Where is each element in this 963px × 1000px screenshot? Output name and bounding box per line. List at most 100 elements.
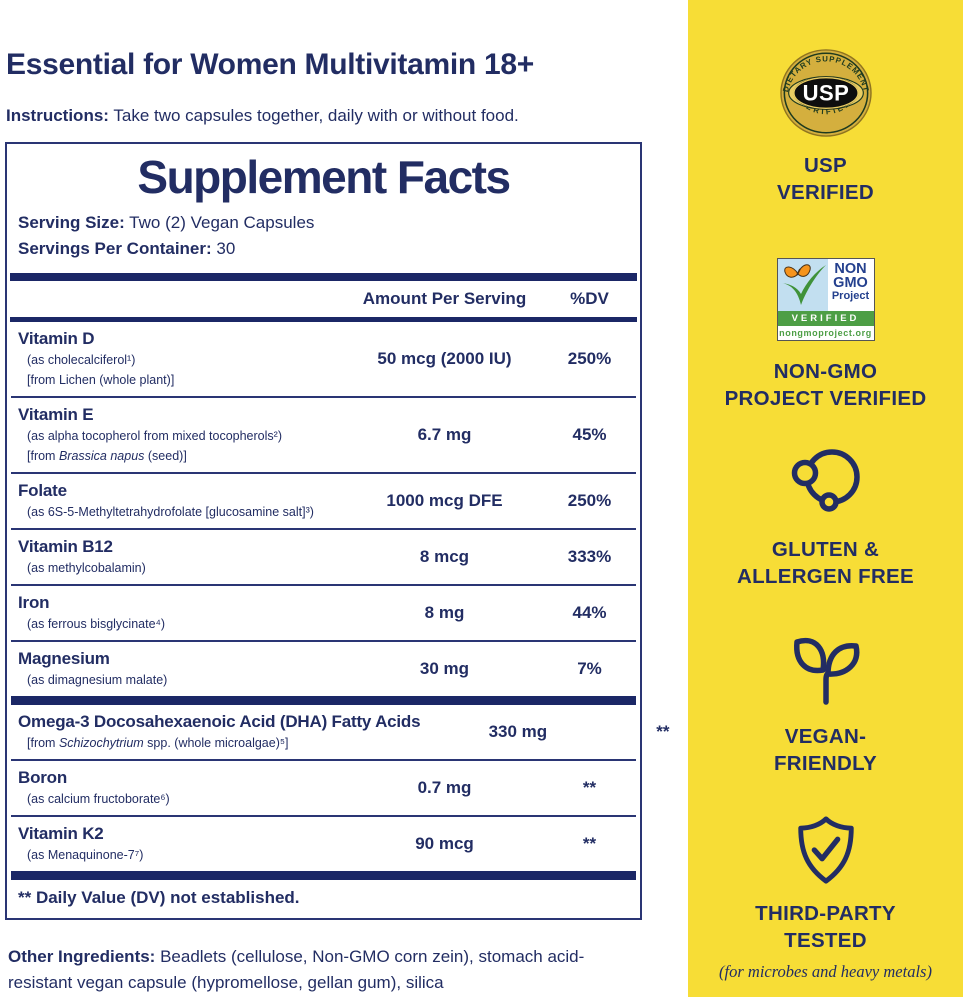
ingredient-amount: 50 mcg (2000 IU) bbox=[377, 348, 512, 368]
ingredient-name: Vitamin D bbox=[18, 329, 95, 348]
divider-bar bbox=[11, 696, 636, 705]
ingredient-amount: 90 mcg bbox=[415, 833, 474, 853]
divider-bar bbox=[11, 759, 636, 761]
ingredient-name: Vitamin E bbox=[18, 405, 94, 424]
ingredient-source: [from Schizochytrium spp. (whole microal… bbox=[27, 736, 289, 750]
supplement-row: Magnesium (as dimagnesium malate) 30 mg 7% bbox=[10, 642, 637, 696]
ingredient-name-cell: Folate (as 6S-5-Methyltetrahydrofolate [g… bbox=[18, 480, 347, 521]
supplement-row: Omega-3 Docosahexaenoic Acid (DHA) Fatty… bbox=[10, 705, 669, 759]
divider-bar bbox=[11, 584, 636, 586]
servings-per-container-line: Servings Per Container: 30 bbox=[18, 236, 637, 262]
divider-bar bbox=[11, 528, 636, 530]
ingredient-name-cell: Vitamin D (as cholecalciferol¹) [from Lich… bbox=[18, 328, 347, 389]
ingredient-amount: 330 mg bbox=[488, 721, 548, 741]
servings-per-container-label: Servings Per Container: bbox=[18, 239, 212, 258]
supplement-facts-panel: Supplement Facts Serving Size: Two (2) V… bbox=[5, 142, 669, 920]
non-gmo-line1: NON bbox=[834, 261, 867, 277]
vegan-label-line2: FRIENDLY bbox=[773, 752, 878, 775]
ingredient-name-cell: Omega-3 Docosahexaenoic Acid (DHA) Fatty… bbox=[18, 711, 421, 752]
gluten-label-line1: GLUTEN & bbox=[771, 538, 880, 561]
ingredient-source: (as dimagnesium malate) bbox=[27, 673, 168, 687]
ingredient-dv: 44% bbox=[572, 602, 607, 622]
tested-label-line1: THIRD-PARTY bbox=[755, 902, 896, 925]
ingredient-amount: 6.7 mg bbox=[417, 424, 472, 444]
ingredient-source: (as methylcobalamin) bbox=[27, 561, 146, 575]
non-gmo-verified-band: VERIFIED bbox=[777, 311, 874, 326]
serving-size-line: Serving Size: Two (2) Vegan Capsules bbox=[18, 210, 637, 236]
instructions-text: Take two capsules together, daily with o… bbox=[108, 106, 519, 125]
non-gmo-badge-text: NON GMO Project bbox=[827, 259, 874, 311]
serving-size-label: Serving Size: bbox=[18, 213, 125, 232]
ingredient-dv: 250% bbox=[567, 348, 612, 368]
divider-bar bbox=[11, 871, 636, 880]
page-title: Essential for Women Multivitamin 18+ bbox=[6, 48, 534, 81]
divider-bar bbox=[11, 396, 636, 398]
column-header-dv: %DV bbox=[570, 289, 609, 308]
vegan-label-line1: VEGAN- bbox=[784, 725, 867, 748]
supplement-row: Vitamin K2 (as Menaquinone-7⁷) 90 mcg ** bbox=[10, 817, 637, 871]
other-ingredients: Other Ingredients: Beadlets (cellulose, … bbox=[8, 944, 648, 996]
gluten-allergen-free-icon bbox=[791, 449, 860, 512]
divider-bar bbox=[10, 273, 637, 281]
servings-per-container-value: 30 bbox=[211, 239, 236, 258]
shield-check-icon bbox=[797, 816, 854, 884]
non-gmo-label-line2: PROJECT VERIFIED bbox=[724, 387, 927, 410]
ingredient-name: Vitamin B12 bbox=[18, 537, 113, 556]
supplement-facts-title: Supplement Facts bbox=[137, 151, 511, 203]
non-gmo-badge-top: NON GMO Project bbox=[777, 259, 874, 311]
non-gmo-line3: Project bbox=[831, 290, 870, 302]
dv-note: ** Daily Value (DV) not established. bbox=[18, 888, 300, 907]
vegan-sprout-icon bbox=[793, 637, 859, 705]
divider-bar bbox=[11, 472, 636, 474]
label-main-column: Essential for Women Multivitamin 18+ Ins… bbox=[5, 48, 669, 996]
non-gmo-label: NON-GMO PROJECT VERIFIED bbox=[725, 358, 927, 412]
supplement-row: Folate (as 6S-5-Methyltetrahydrofolate [g… bbox=[10, 474, 637, 528]
ingredient-name: Iron bbox=[18, 593, 50, 612]
ingredient-name: Vitamin K2 bbox=[18, 824, 104, 843]
supplement-row: Boron (as calcium fructoborate⁶) 0.7 mg ** bbox=[10, 761, 637, 815]
ingredient-source: (as cholecalciferol¹) bbox=[27, 353, 136, 367]
supplement-row: Iron (as ferrous bisglycinate⁴) 8 mg 44% bbox=[10, 586, 637, 640]
ingredient-name-cell: Vitamin E (as alpha tocopherol from mixed… bbox=[18, 404, 347, 465]
ingredient-amount: 8 mcg bbox=[419, 546, 470, 566]
ingredient-dv: ** bbox=[656, 721, 670, 741]
usp-verified-badge-icon: DIETARY SUPPLEMENT VERIFIED USP bbox=[779, 49, 872, 137]
usp-label-line1: USP bbox=[803, 154, 848, 177]
other-ingredients-label: Other Ingredients: bbox=[8, 947, 156, 966]
usp-label-line2: VERIFIED bbox=[777, 181, 874, 204]
ingredient-source: (as calcium fructoborate⁶) bbox=[27, 792, 170, 806]
certifications-sidebar: DIETARY SUPPLEMENT VERIFIED USP USP VERI… bbox=[688, 0, 963, 997]
gluten-free-label: GLUTEN & ALLERGEN FREE bbox=[737, 536, 914, 590]
supplement-row: Vitamin E (as alpha tocopherol from mixed… bbox=[10, 398, 637, 472]
supplement-row: Vitamin D (as cholecalciferol¹) [from Lich… bbox=[10, 322, 637, 396]
ingredient-name-cell: Vitamin B12 (as methylcobalamin) bbox=[18, 536, 347, 577]
usp-verified-label: USP VERIFIED bbox=[777, 152, 874, 206]
non-gmo-url: nongmoproject.org bbox=[777, 326, 874, 340]
table-column-header: Amount Per Serving %DV bbox=[10, 281, 637, 317]
ingredient-name: Boron bbox=[18, 768, 68, 787]
vegan-friendly-label: VEGAN- FRIENDLY bbox=[774, 723, 877, 777]
ingredient-dv: 333% bbox=[567, 546, 612, 566]
ingredient-dv: 7% bbox=[577, 658, 602, 678]
ingredient-dv: ** bbox=[582, 777, 597, 797]
ingredient-source: [from Brassica napus (seed)] bbox=[27, 449, 187, 463]
ingredient-name: Folate bbox=[18, 481, 67, 500]
column-header-amount: Amount Per Serving bbox=[362, 289, 527, 308]
supplement-row: Vitamin B12 (as methylcobalamin) 8 mcg 333% bbox=[10, 530, 637, 584]
ingredient-amount: 0.7 mg bbox=[417, 777, 472, 797]
ingredient-source: (as 6S-5-Methyltetrahydrofolate [glucosa… bbox=[27, 505, 314, 519]
non-gmo-line2: GMO bbox=[833, 275, 868, 291]
instructions-label: Instructions: bbox=[6, 106, 109, 125]
ingredient-name: Magnesium bbox=[18, 649, 110, 668]
ingredient-name-cell: Boron (as calcium fructoborate⁶) bbox=[18, 767, 347, 808]
ingredient-dv: ** bbox=[582, 833, 597, 853]
tested-note: (for microbes and heavy metals) bbox=[719, 962, 932, 981]
non-gmo-butterfly-icon bbox=[777, 259, 828, 311]
third-party-tested-label: THIRD-PARTY TESTED bbox=[755, 900, 896, 954]
other-ingredients-text: Beadlets (cellulose, Non-GMO corn zein),… bbox=[8, 947, 585, 992]
ingredient-amount: 1000 mcg DFE bbox=[386, 490, 503, 510]
gluten-label-line2: ALLERGEN FREE bbox=[736, 565, 915, 588]
serving-size-value: Two (2) Vegan Capsules bbox=[124, 213, 315, 232]
ingredient-dv: 45% bbox=[572, 424, 607, 444]
